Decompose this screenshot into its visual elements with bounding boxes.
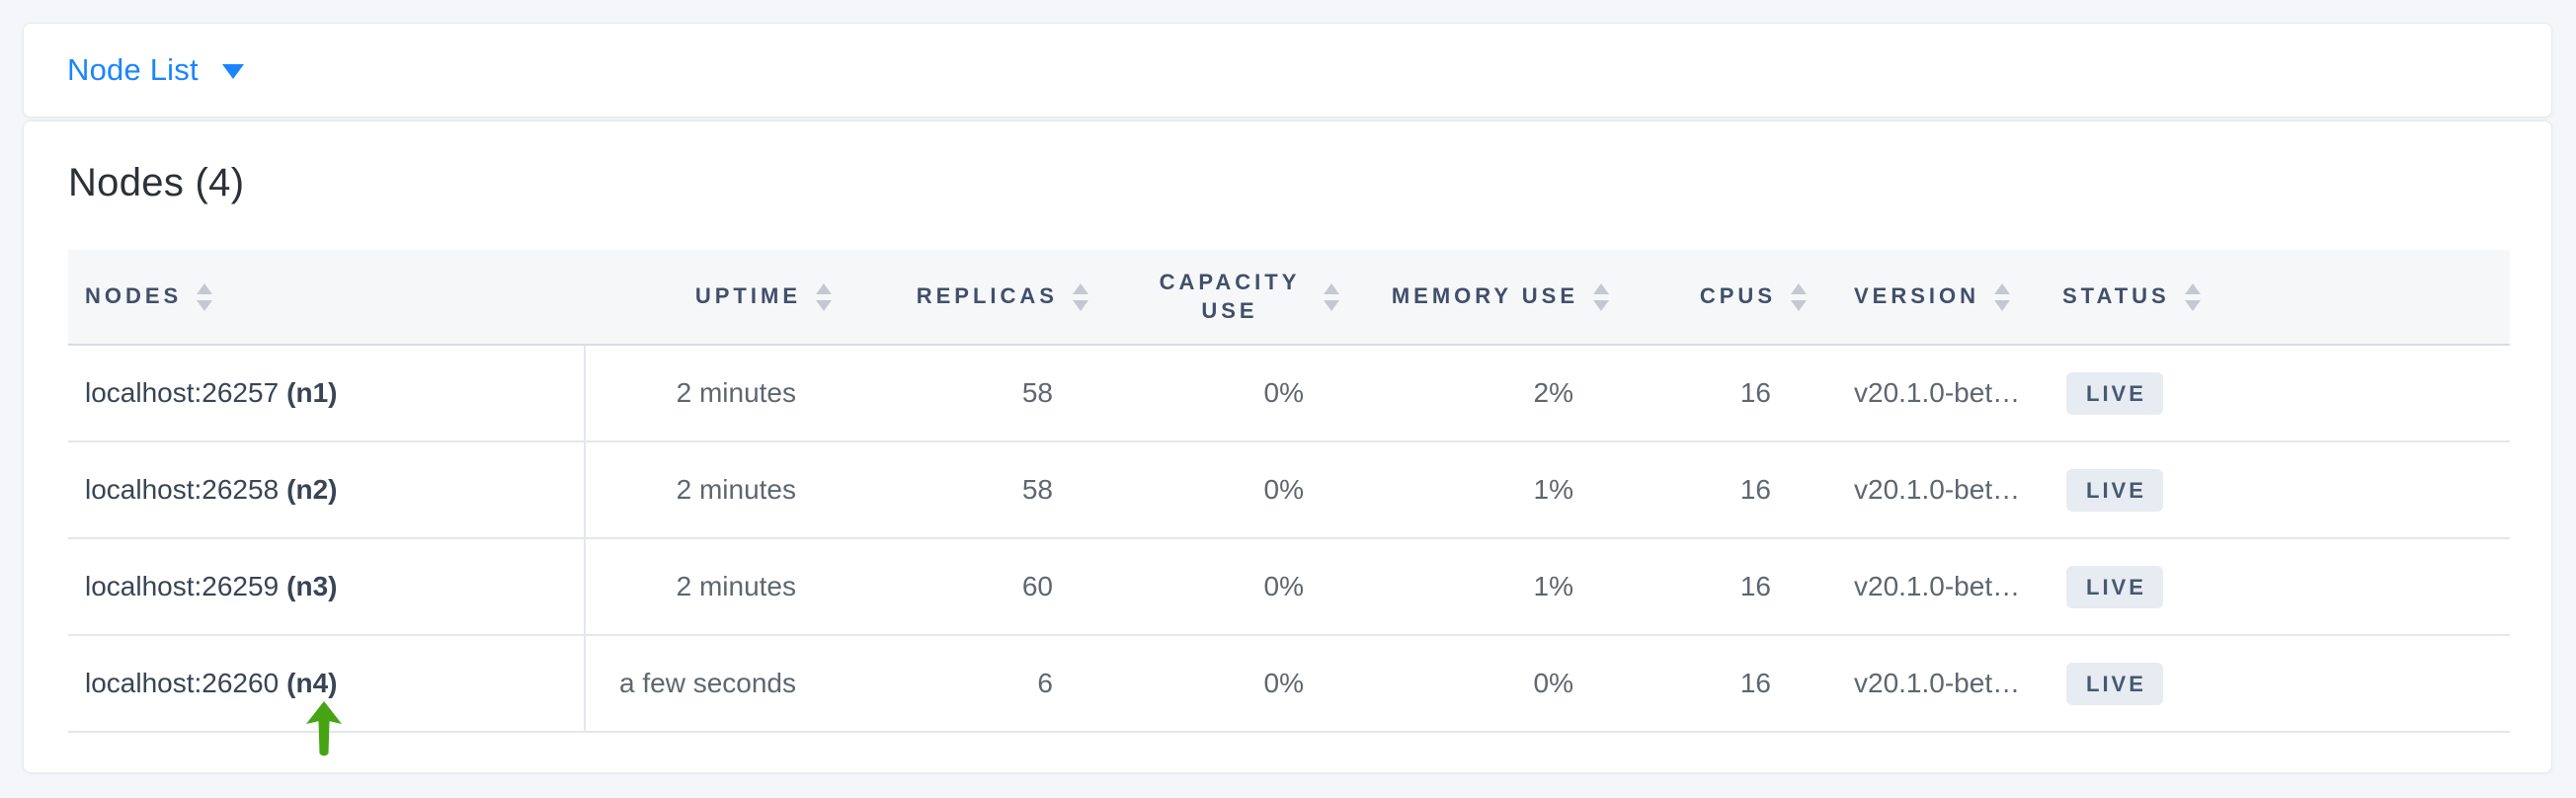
memory-use-cell: 1% <box>1339 538 1609 636</box>
cpus-cell: 16 <box>1609 345 1807 442</box>
node-address-link[interactable]: localhost:26258 (n2) <box>68 441 586 539</box>
replicas-cell: 58 <box>832 441 1088 539</box>
table-row: localhost:26260 (n4) a few seconds 6 0% 0… <box>68 635 2510 733</box>
column-header-uptime[interactable]: UPTIME <box>585 250 832 346</box>
uptime-cell: 2 minutes <box>585 345 832 442</box>
version-cell: v20.1.0-bet… <box>1807 635 2054 733</box>
column-header-nodes[interactable]: NODES <box>68 250 585 346</box>
version-cell: v20.1.0-bet… <box>1807 345 2054 442</box>
node-address-link[interactable]: localhost:26260 (n4) <box>68 635 586 733</box>
cpus-cell: 16 <box>1609 635 1807 733</box>
sort-arrows-icon <box>816 282 832 311</box>
sort-arrows-icon <box>1791 282 1807 311</box>
table-row: localhost:26258 (n2) 2 minutes 58 0% 1% 1… <box>68 441 2510 539</box>
column-header-capacity-use[interactable]: CAPACITY USE <box>1088 250 1339 346</box>
status-badge: LIVE <box>2066 371 2163 415</box>
capacity-use-cell: 0% <box>1088 345 1339 442</box>
version-cell: v20.1.0-bet… <box>1807 538 2054 636</box>
node-id: (n1) <box>286 377 338 408</box>
column-header-version[interactable]: VERSION <box>1807 250 2054 346</box>
replicas-cell: 6 <box>832 635 1088 733</box>
uptime-cell: 2 minutes <box>585 538 832 636</box>
cpus-cell: 16 <box>1609 538 1807 636</box>
view-selector-dropdown[interactable]: Node List <box>67 52 244 88</box>
column-header-status[interactable]: STATUS <box>2054 250 2510 346</box>
node-address-link[interactable]: localhost:26259 (n3) <box>68 538 586 636</box>
capacity-use-cell: 0% <box>1088 635 1339 733</box>
table-header: NODES UPTIME REPLICAS CAPACITY USE MEMOR… <box>68 250 2510 346</box>
caret-down-icon <box>221 64 244 79</box>
sort-arrows-icon <box>2184 282 2201 311</box>
column-header-replicas[interactable]: REPLICAS <box>832 250 1088 346</box>
status-badge: LIVE <box>2066 565 2163 608</box>
column-header-cpus[interactable]: CPUS <box>1609 250 1807 346</box>
column-header-memory-use[interactable]: MEMORY USE <box>1339 250 1609 346</box>
capacity-use-cell: 0% <box>1088 441 1339 539</box>
capacity-use-cell: 0% <box>1088 538 1339 636</box>
status-badge: LIVE <box>2066 662 2163 705</box>
memory-use-cell: 1% <box>1339 441 1609 539</box>
table-row: localhost:26259 (n3) 2 minutes 60 0% 1% 1… <box>68 538 2510 636</box>
node-id: (n2) <box>286 474 338 505</box>
view-selector-label: Node List <box>67 52 199 87</box>
replicas-cell: 60 <box>832 538 1088 636</box>
nodes-table: NODES UPTIME REPLICAS CAPACITY USE MEMOR… <box>68 250 2510 733</box>
node-id: (n4) <box>286 668 338 698</box>
node-id: (n3) <box>286 571 338 601</box>
memory-use-cell: 2% <box>1339 345 1609 442</box>
sort-arrows-icon <box>197 282 213 311</box>
version-cell: v20.1.0-bet… <box>1807 441 2054 539</box>
memory-use-cell: 0% <box>1339 635 1609 733</box>
node-address-link[interactable]: localhost:26257 (n1) <box>68 345 586 442</box>
view-selector-bar: Node List <box>23 23 2552 118</box>
uptime-cell: 2 minutes <box>585 441 832 539</box>
status-badge: LIVE <box>2066 468 2163 512</box>
page-title: Nodes (4) <box>68 161 245 204</box>
sort-arrows-icon <box>1593 282 1609 311</box>
table-row: localhost:26257 (n1) 2 minutes 58 0% 2% 1… <box>68 345 2510 442</box>
uptime-cell: a few seconds <box>585 635 832 733</box>
replicas-cell: 58 <box>832 345 1088 442</box>
sort-arrows-icon <box>1324 282 1339 311</box>
sort-arrows-icon <box>1994 282 2011 311</box>
cpus-cell: 16 <box>1609 441 1807 539</box>
sort-arrows-icon <box>1073 282 1088 311</box>
nodes-panel: Nodes (4) NODES UPTIME REPLICAS <box>23 120 2552 773</box>
